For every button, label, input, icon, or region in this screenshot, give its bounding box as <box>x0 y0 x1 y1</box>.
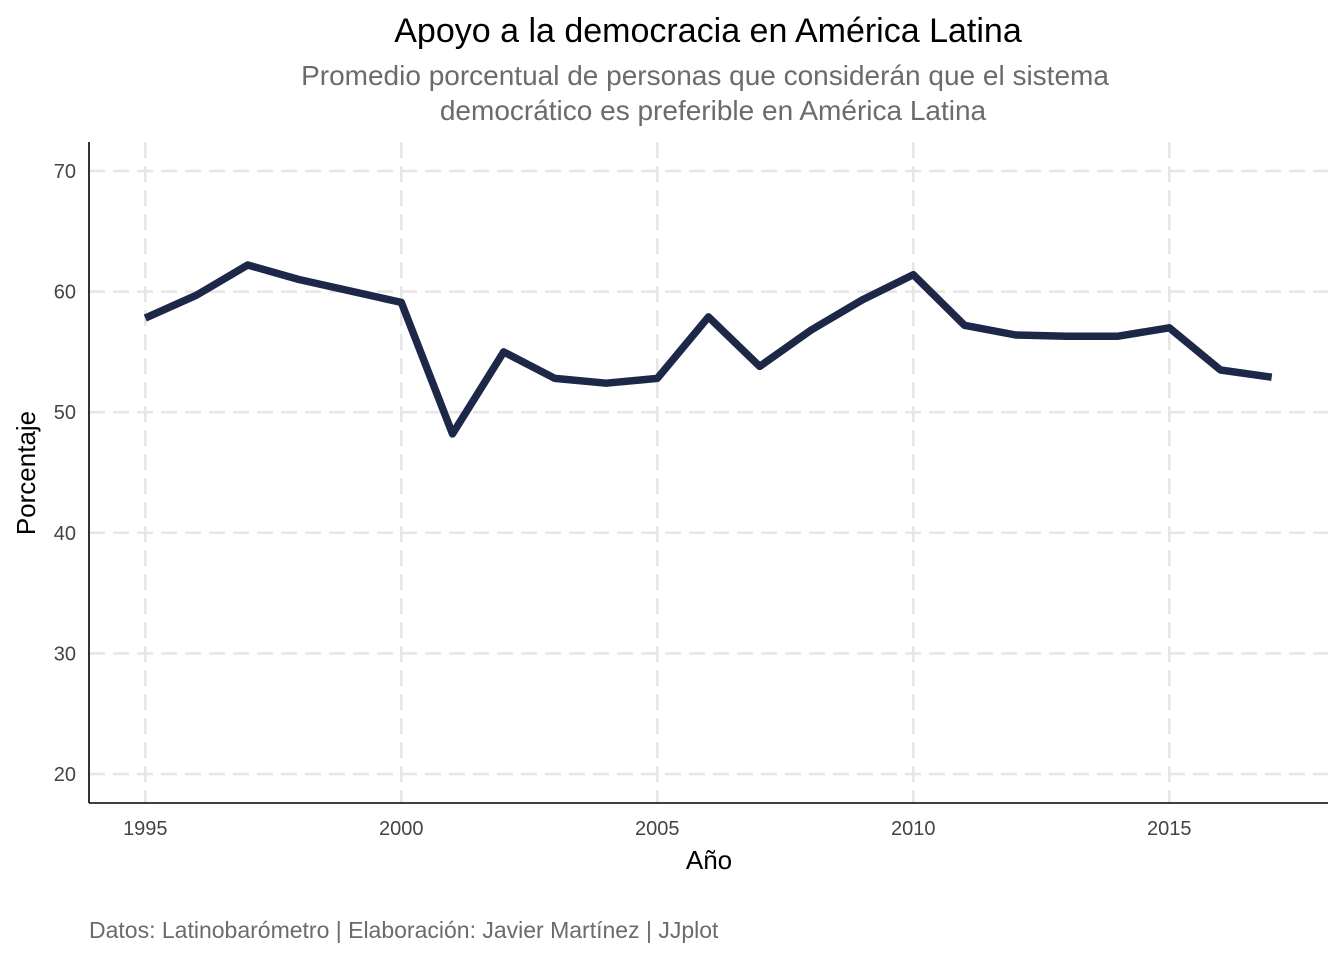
y-tick-label: 30 <box>54 643 76 665</box>
x-tick-label: 2010 <box>891 818 936 840</box>
x-axis-title: Año <box>686 845 732 875</box>
gridlines <box>89 142 1328 803</box>
y-tick-label: 50 <box>54 402 76 424</box>
x-tick-label: 2000 <box>379 818 424 840</box>
series-group <box>143 261 1273 438</box>
y-tick-label: 70 <box>54 161 76 183</box>
y-axis-ticks: 20 30 40 50 60 70 <box>54 161 76 786</box>
x-tick-label: 2015 <box>1147 818 1192 840</box>
x-axis-ticks: 1995 2000 2005 2010 2015 <box>123 818 1191 840</box>
chart-caption: Datos: Latinobarómetro | Elaboración: Ja… <box>89 917 719 943</box>
y-tick-label: 60 <box>54 282 76 304</box>
y-tick-label: 20 <box>54 764 76 786</box>
y-tick-label: 40 <box>54 523 76 545</box>
series-line <box>143 261 1273 438</box>
chart-subtitle-line-2: democrático es preferible en América Lat… <box>440 95 987 126</box>
x-tick-label: 2005 <box>635 818 680 840</box>
chart-subtitle-line-1: Promedio porcentual de personas que cons… <box>301 60 1109 91</box>
x-tick-label: 1995 <box>123 818 168 840</box>
chart-title: Apoyo a la democracia en América Latina <box>394 12 1022 50</box>
y-axis-title: Porcentaje <box>11 411 41 535</box>
axes <box>88 142 1328 804</box>
